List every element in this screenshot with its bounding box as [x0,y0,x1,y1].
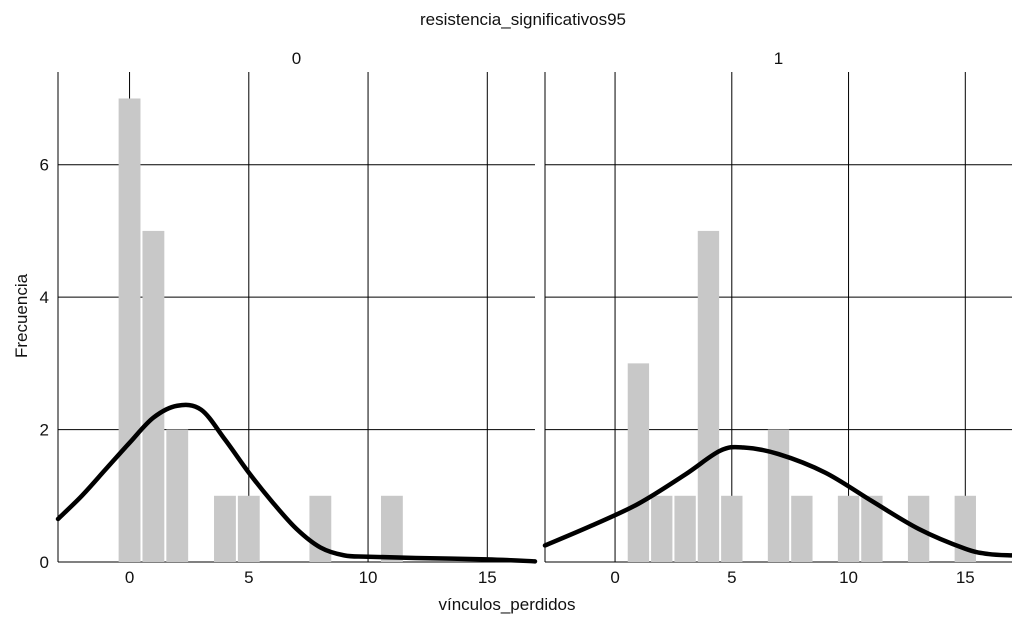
histogram-bar [791,495,813,562]
histogram-bar [674,495,696,562]
histogram-bar [697,230,720,562]
x-tick-label: 10 [839,568,858,587]
histogram-bar [861,495,883,562]
histogram-bar [767,429,790,562]
x-axis-label: vínculos_perdidos [438,595,575,614]
facet-label: 0 [292,49,301,68]
y-tick-label: 2 [40,421,49,440]
x-tick-label: 15 [956,568,975,587]
histogram-bar [627,363,650,562]
histogram-bar [166,429,189,562]
x-tick-label: 10 [359,568,378,587]
x-tick-label: 0 [610,568,619,587]
facet-panel-0: 0 0 5 10 15 0 2 4 6 [40,49,538,587]
y-tick-label: 6 [40,156,49,175]
x-tick-label: 5 [244,568,253,587]
histogram-bar [651,495,673,562]
histogram-bar [380,495,403,562]
histogram-bar [721,495,743,562]
histogram-bar [214,495,236,562]
y-axis-label: Frecuencia [12,273,31,358]
density-curve [542,444,1012,558]
density-curve [55,402,538,564]
x-tick-label: 15 [478,568,497,587]
x-tick-label: 0 [125,568,134,587]
histogram-bar [837,495,860,562]
facet-panel-1: 10 5 10 15 [542,49,1012,587]
chart-title: resistencia_significativos95 [420,10,626,29]
facet-label: 1 [774,49,783,68]
histogram-bar [118,98,141,563]
x-tick-label: 5 [727,568,736,587]
y-tick-label: 4 [40,288,49,307]
histogram-bar [142,230,165,562]
y-tick-label: 0 [40,553,49,572]
histogram-bar [237,495,260,562]
